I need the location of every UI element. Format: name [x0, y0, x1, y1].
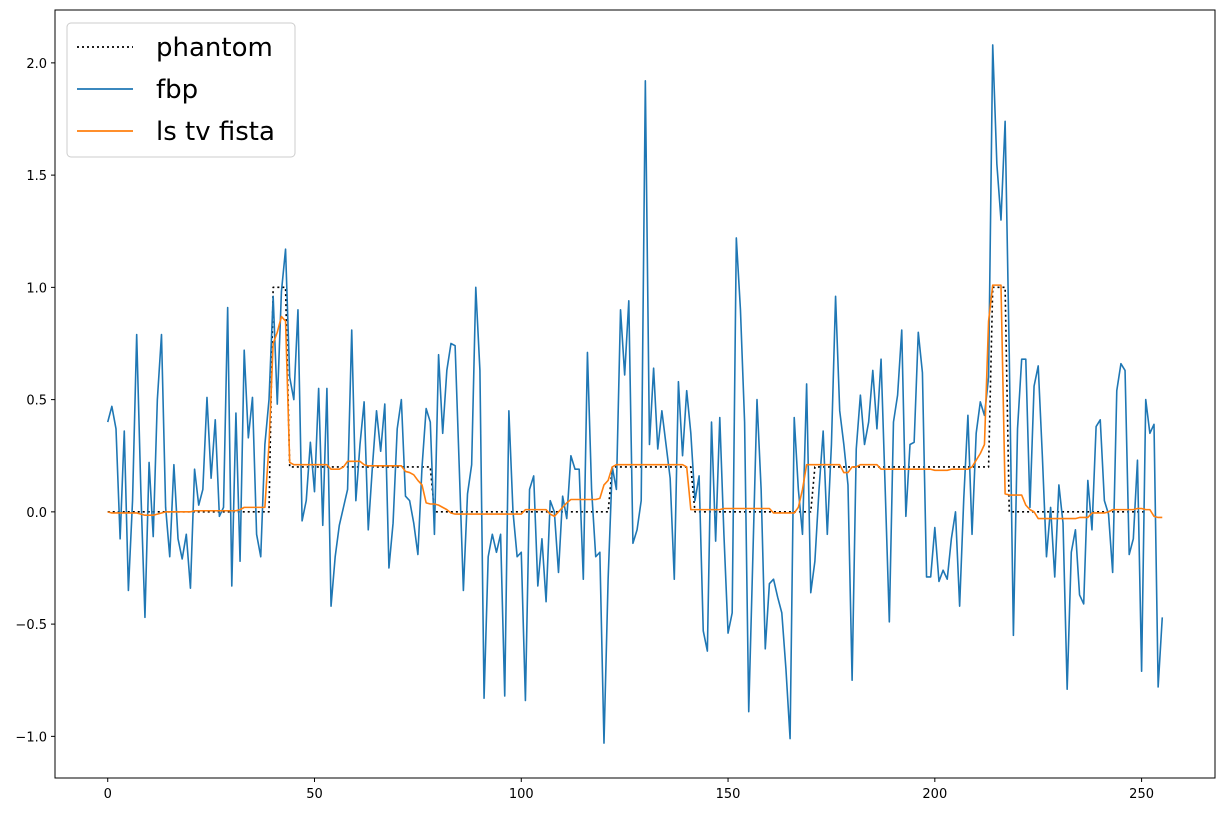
x-tick-label: 50	[306, 787, 323, 802]
x-tick-label: 100	[509, 787, 534, 802]
x-tick-label: 0	[104, 787, 112, 802]
legend-label: fbp	[156, 75, 198, 105]
plot-frame	[54, 9, 1216, 779]
y-tick-label: 0.5	[26, 394, 47, 409]
y-tick-label: −0.5	[15, 618, 47, 633]
y-tick-label: 0.0	[26, 506, 47, 521]
y-tick-label: −1.0	[15, 730, 47, 745]
series-line	[107, 286, 1146, 513]
legend-box	[66, 22, 296, 158]
x-tick-label: 250	[1129, 787, 1154, 802]
y-tick-label: 2.0	[26, 57, 47, 72]
y-tick-label: 1.0	[26, 281, 47, 296]
legend: phantom fbp ls tv fista	[66, 22, 296, 158]
series-line	[107, 284, 1163, 520]
legend-label: phantom	[156, 33, 273, 63]
legend-label: ls tv fista	[156, 117, 275, 147]
x-tick-label: 150	[716, 787, 741, 802]
x-tick-label: 200	[922, 787, 947, 802]
y-tick-label: 1.5	[26, 169, 47, 184]
